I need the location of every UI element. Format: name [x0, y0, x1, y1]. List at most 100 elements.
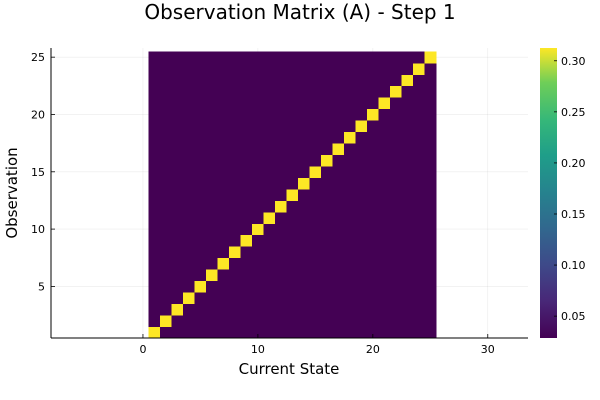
heatmap-cell	[160, 188, 173, 201]
heatmap-cell	[367, 97, 379, 110]
heatmap-cell	[183, 85, 196, 98]
heatmap-cell	[275, 85, 288, 98]
heatmap-cell	[286, 62, 299, 75]
y-axis-label: Observation	[3, 147, 21, 238]
heatmap-cell	[378, 154, 391, 167]
heatmap-cell	[344, 108, 356, 121]
heatmap-cell	[332, 74, 345, 87]
heatmap-cell	[355, 223, 368, 236]
heatmap-cell	[332, 51, 345, 64]
heatmap-cell	[206, 120, 219, 133]
heatmap-cell	[309, 246, 322, 259]
heatmap-cell	[355, 131, 368, 144]
colorbar-tick-label: 0.20	[561, 157, 586, 170]
heatmap-cell	[148, 234, 161, 247]
heatmap-cell	[229, 269, 242, 282]
heatmap-cell	[217, 292, 230, 305]
heatmap-cell	[332, 62, 345, 75]
heatmap-cell	[332, 143, 345, 156]
heatmap-cell	[424, 131, 437, 144]
heatmap-cell	[390, 62, 402, 75]
heatmap-cell	[229, 292, 242, 305]
heatmap-cell	[309, 188, 322, 201]
heatmap-cell	[298, 85, 311, 98]
heatmap-cell	[413, 85, 425, 98]
heatmap-cell	[355, 51, 368, 64]
heatmap-cell	[355, 246, 368, 259]
heatmap-cell	[217, 120, 230, 133]
heatmap-cell	[378, 326, 391, 339]
heatmap-cell	[160, 143, 173, 156]
heatmap-cell	[171, 234, 184, 247]
heatmap-cell	[344, 74, 356, 87]
heatmap-cell	[194, 326, 207, 339]
heatmap-cell	[252, 74, 265, 87]
heatmap-cell	[229, 51, 242, 64]
heatmap-cell	[390, 120, 402, 133]
heatmap-cell	[401, 120, 414, 133]
heatmap-cell	[390, 211, 402, 224]
heatmap-cell	[378, 188, 391, 201]
heatmap-cell	[217, 211, 230, 224]
heatmap-cell	[252, 120, 265, 133]
heatmap-cell	[355, 292, 368, 305]
heatmap-cell	[240, 200, 253, 213]
heatmap-cell	[413, 51, 425, 64]
heatmap-cell	[321, 51, 334, 64]
heatmap-cell	[263, 74, 276, 87]
heatmap-cell	[183, 246, 196, 259]
heatmap-cell	[378, 292, 391, 305]
heatmap-cell	[229, 131, 242, 144]
heatmap-cell	[321, 326, 334, 339]
heatmap-cell	[263, 120, 276, 133]
heatmap-cell	[206, 200, 219, 213]
heatmap-cell	[424, 292, 437, 305]
heatmap-cell	[240, 303, 253, 316]
heatmap-cell	[263, 280, 276, 293]
heatmap-cell	[309, 234, 322, 247]
heatmap-cell	[240, 85, 253, 98]
heatmap-cell	[298, 154, 311, 167]
heatmap-cell	[413, 166, 425, 178]
heatmap-cell	[378, 200, 391, 213]
heatmap-cell	[217, 234, 230, 247]
heatmap-cell	[309, 326, 322, 339]
heatmap-cell	[390, 280, 402, 293]
heatmap-cell	[275, 143, 288, 156]
heatmap-cell	[424, 62, 437, 75]
heatmap-cell	[401, 292, 414, 305]
heatmap-cell	[206, 292, 219, 305]
heatmap-cell	[321, 85, 334, 98]
colorbar-tick-label: 0.10	[561, 259, 586, 272]
heatmap-cell	[401, 51, 414, 64]
heatmap-cell	[229, 200, 242, 213]
heatmap-cell	[367, 280, 379, 293]
heatmap-cell	[390, 234, 402, 247]
heatmap-cell	[321, 257, 334, 270]
heatmap-cell	[148, 74, 161, 87]
heatmap-cell	[171, 200, 184, 213]
heatmap-cell	[378, 120, 391, 133]
heatmap-cell	[263, 143, 276, 156]
heatmap-cell	[298, 131, 311, 144]
heatmap-cell	[183, 120, 196, 133]
heatmap-cell	[344, 120, 356, 133]
heatmap-cell	[240, 154, 253, 167]
heatmap-cell	[286, 74, 299, 87]
heatmap-cell	[355, 257, 368, 270]
heatmap-cell	[378, 74, 391, 87]
heatmap-cell	[263, 154, 276, 167]
heatmap-cell	[263, 166, 276, 178]
heatmap-cell	[355, 97, 368, 110]
heatmap-cell	[309, 51, 322, 64]
x-axis-label: Current State	[239, 360, 340, 378]
heatmap-cell	[183, 62, 196, 75]
heatmap-cell	[171, 315, 184, 327]
heatmap-cell	[206, 188, 219, 201]
heatmap-cell	[148, 303, 161, 316]
heatmap-cell	[344, 257, 356, 270]
heatmap-cell	[160, 246, 173, 259]
heatmap-cell	[263, 326, 276, 339]
heatmap-cell	[148, 97, 161, 110]
heatmap-cell	[217, 74, 230, 87]
